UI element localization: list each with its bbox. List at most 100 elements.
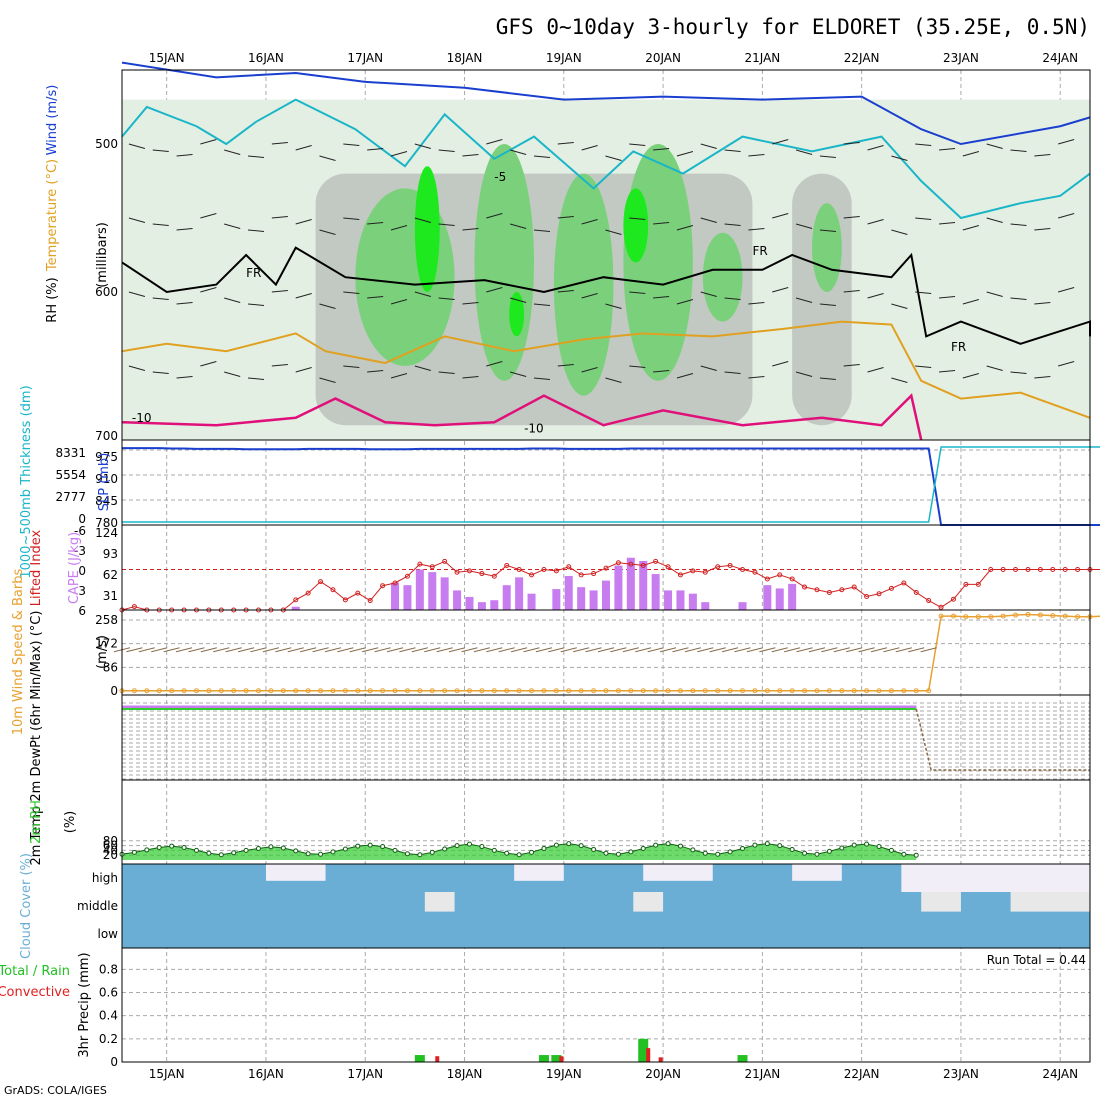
wind-barb (533, 229, 551, 232)
wind-speed-point (615, 688, 621, 694)
wind-barb (1010, 223, 1027, 226)
contour-annotation: -10 (132, 411, 152, 425)
precip-conv-bar (646, 1048, 651, 1062)
wind-barb (319, 377, 336, 383)
rh-point (280, 845, 286, 851)
slp-ylabel: SLP (mb) (97, 453, 112, 512)
wind-barb (557, 216, 574, 219)
li-point (1037, 567, 1043, 572)
wind-barb (843, 142, 860, 145)
wind-barb-10m (821, 647, 838, 653)
wind-speed-point (591, 688, 597, 694)
wind-speed-point (975, 614, 981, 620)
panel-frame-p4 (121, 609, 1091, 696)
cape-bar (701, 602, 710, 610)
y-tick-label: 62 (103, 568, 118, 582)
wind-speed-point (702, 688, 708, 694)
temp2m-drop (915, 708, 1090, 771)
wind-barb (390, 151, 408, 157)
li-point (318, 579, 324, 585)
y-tick-label: 8331 (55, 446, 86, 460)
rh-point (578, 843, 584, 849)
wind-barb (200, 139, 217, 145)
cape-bar (664, 590, 673, 610)
wind-barb (200, 287, 217, 293)
temp2m-panel (122, 702, 1090, 780)
wind-speed-point (1075, 614, 1081, 620)
cape-bar (477, 602, 486, 610)
wind-barb-10m (784, 647, 801, 653)
wind-speed-point (727, 688, 733, 694)
wind-barb (271, 142, 288, 145)
wind-speed-point (516, 688, 522, 694)
li-point (1075, 567, 1081, 572)
wind-speed-point (690, 688, 696, 694)
footer-credit: GrADS: COLA/IGES (4, 1084, 107, 1097)
cape-bar (564, 576, 573, 610)
li-point (429, 564, 435, 570)
wind-barb (510, 223, 527, 229)
wind-barb (629, 365, 646, 368)
wind-barb (605, 155, 622, 161)
wind-barb-10m (535, 647, 553, 653)
wind-barb-10m (610, 647, 627, 653)
wind-barb-10m (262, 647, 280, 653)
rh-point (888, 847, 894, 853)
wind-barb (438, 149, 455, 152)
y-tick-label: 600 (95, 285, 118, 299)
wind-speed-point (603, 688, 609, 694)
wind-barb (414, 291, 431, 297)
wind-speed-point (802, 688, 808, 694)
wind-barb (986, 217, 1003, 223)
cape-bar (589, 590, 598, 610)
wind-speed-point (491, 688, 497, 694)
wind-barb (319, 155, 336, 161)
li-point (1050, 567, 1056, 572)
wind-speed-point (156, 688, 162, 694)
upper-air-panel: FR FR FR -10 -10 -5 (121, 61, 1091, 441)
wind-barb (867, 219, 884, 225)
rh-point (789, 846, 795, 852)
li-point (839, 587, 845, 593)
wind-barb-10m (511, 647, 528, 653)
date-label-bottom: 22JAN (844, 1067, 880, 1081)
wind-barb (462, 376, 479, 379)
wind-barb (962, 373, 979, 379)
rh-point (355, 843, 361, 849)
wind-barb-10m (324, 647, 342, 653)
wind-barb (938, 296, 956, 299)
li-point (578, 572, 584, 578)
cape-bar (453, 590, 462, 610)
rh-point (144, 847, 150, 853)
cloud-level-label: middle (77, 899, 118, 913)
y-tick-label: 86 (103, 660, 118, 674)
rh-point (702, 850, 708, 856)
li-point (1000, 567, 1006, 572)
wind-isotach (121, 61, 1091, 146)
precip-total-bar (414, 1055, 425, 1062)
wind-speed-point (814, 688, 820, 694)
wind-barb (938, 370, 956, 373)
wind-barb (1034, 228, 1051, 231)
wind-barb (748, 376, 765, 379)
li-ylabel: Lifted Index (29, 529, 44, 606)
wind-barb (819, 229, 836, 232)
rh-point (342, 846, 348, 852)
wind-barb-10m (560, 647, 577, 653)
wind-barb (462, 228, 479, 231)
wind-barb-10m (473, 647, 491, 653)
wind-barb (247, 229, 265, 232)
wind-speed-point (963, 614, 969, 620)
wind-barb (986, 291, 1003, 297)
legend-wind: Wind (m/s) (45, 85, 60, 156)
wind-speed-point (355, 688, 361, 694)
rh-shade-green (553, 173, 614, 396)
rh-shade-green (702, 232, 743, 322)
rh-point (330, 849, 336, 855)
wind-barb (581, 367, 598, 373)
wind-barb (795, 297, 813, 303)
date-label-bottom: 17JAN (347, 1067, 383, 1081)
wind-barb (438, 297, 455, 300)
thickness-series (122, 446, 1100, 523)
li-point (541, 567, 547, 572)
